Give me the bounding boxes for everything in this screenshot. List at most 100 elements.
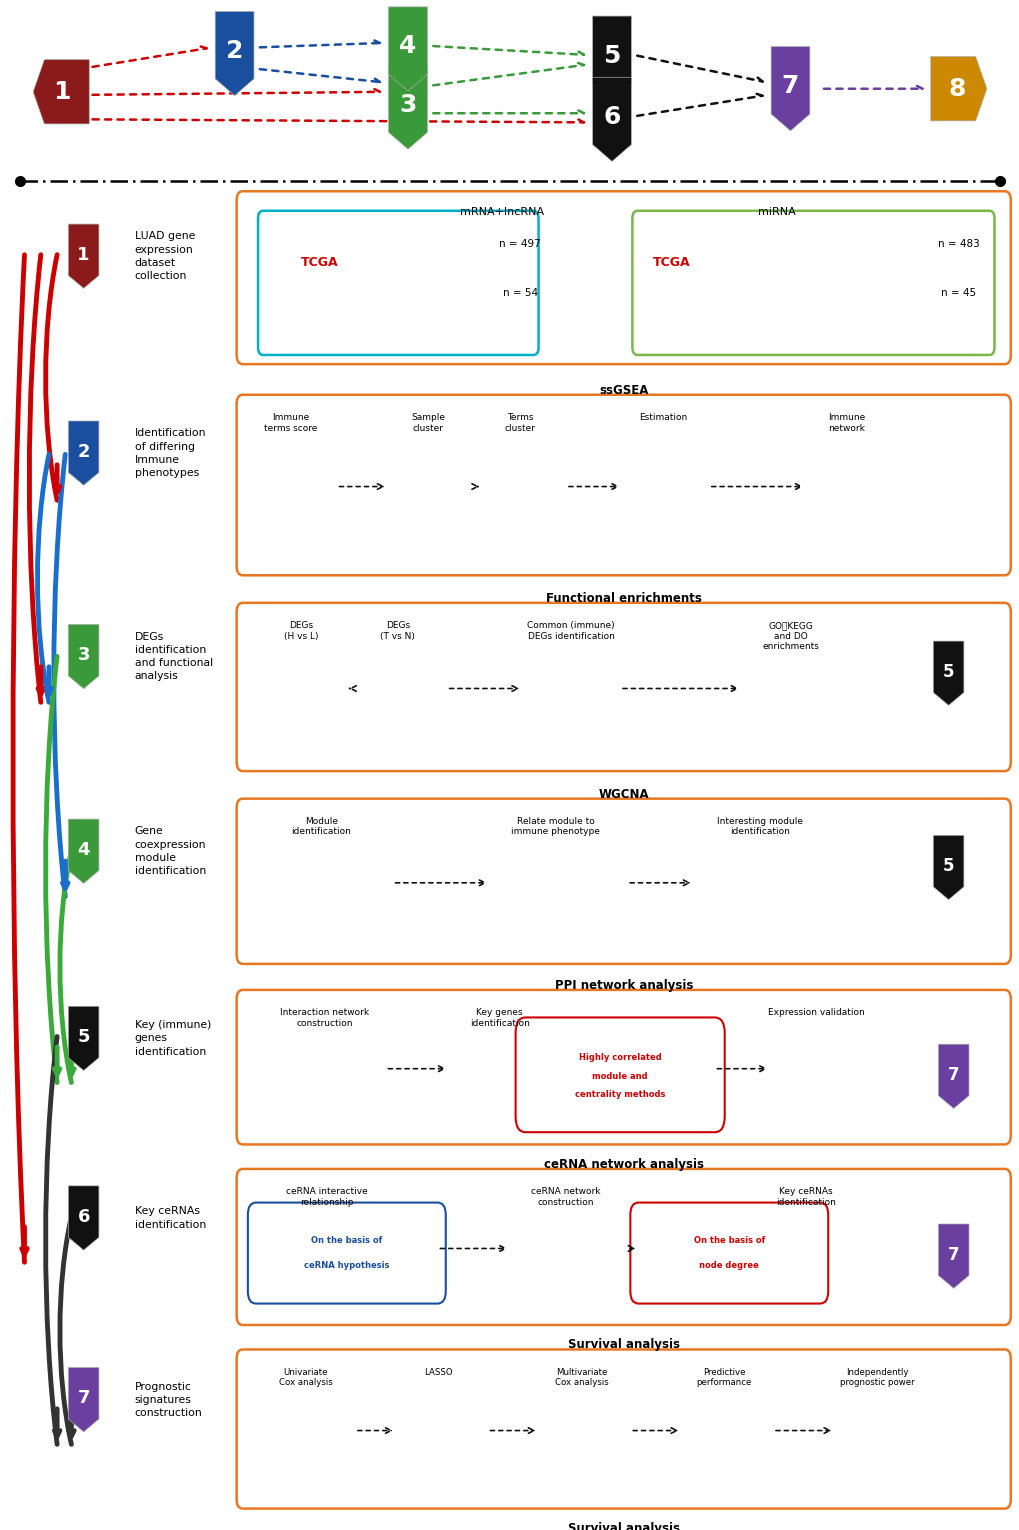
Text: Key genes
identification: Key genes identification xyxy=(470,1008,529,1028)
Text: Univariate
Cox analysis: Univariate Cox analysis xyxy=(279,1368,332,1388)
Text: Common (immune)
DEGs identification: Common (immune) DEGs identification xyxy=(527,621,614,641)
Text: Survival analysis: Survival analysis xyxy=(568,1522,679,1530)
FancyBboxPatch shape xyxy=(258,211,538,355)
FancyBboxPatch shape xyxy=(632,211,994,355)
Text: TCGA: TCGA xyxy=(652,256,690,269)
FancyBboxPatch shape xyxy=(630,1203,827,1304)
Polygon shape xyxy=(592,17,631,101)
Text: ceRNA hypothesis: ceRNA hypothesis xyxy=(304,1261,389,1270)
Polygon shape xyxy=(388,64,427,150)
Text: 5: 5 xyxy=(77,1028,90,1047)
Text: centrality methods: centrality methods xyxy=(575,1091,664,1099)
Text: ceRNA network
construction: ceRNA network construction xyxy=(531,1187,600,1207)
Text: Key ceRNAs
identification: Key ceRNAs identification xyxy=(775,1187,835,1207)
FancyBboxPatch shape xyxy=(236,1169,1010,1325)
Text: Survival analysis: Survival analysis xyxy=(568,1339,679,1351)
Text: TCGA: TCGA xyxy=(301,256,338,269)
Polygon shape xyxy=(68,421,99,485)
Text: mRNA+lncRNA: mRNA+lncRNA xyxy=(460,207,543,217)
Text: 7: 7 xyxy=(77,1389,90,1408)
Polygon shape xyxy=(930,57,986,121)
FancyBboxPatch shape xyxy=(236,990,1010,1144)
Text: 5: 5 xyxy=(602,44,621,67)
Text: 6: 6 xyxy=(77,1207,90,1226)
Text: Identification
of differing
Immune
phenotypes: Identification of differing Immune pheno… xyxy=(135,428,206,477)
Text: node degree: node degree xyxy=(699,1261,758,1270)
Text: miRNA: miRNA xyxy=(757,207,796,217)
Text: DEGs
(H vs L): DEGs (H vs L) xyxy=(283,621,318,641)
FancyBboxPatch shape xyxy=(236,191,1010,364)
Text: Module
identification: Module identification xyxy=(291,817,351,837)
Text: ceRNA interactive
relationship: ceRNA interactive relationship xyxy=(285,1187,367,1207)
Polygon shape xyxy=(68,1007,99,1071)
Text: Relate module to
immune phenotype: Relate module to immune phenotype xyxy=(511,817,600,837)
Text: On the basis of: On the basis of xyxy=(693,1236,764,1245)
Text: n = 497: n = 497 xyxy=(499,239,540,249)
FancyBboxPatch shape xyxy=(236,395,1010,575)
Polygon shape xyxy=(34,60,90,124)
FancyBboxPatch shape xyxy=(236,603,1010,771)
Text: 1: 1 xyxy=(54,80,71,104)
Text: Predictive
performance: Predictive performance xyxy=(696,1368,751,1388)
Text: 7: 7 xyxy=(781,75,799,98)
Text: 1: 1 xyxy=(77,246,90,265)
FancyBboxPatch shape xyxy=(236,1349,1010,1509)
Text: LUAD gene
expression
dataset
collection: LUAD gene expression dataset collection xyxy=(135,231,195,282)
Polygon shape xyxy=(68,819,99,883)
Polygon shape xyxy=(215,12,254,96)
Text: PPI network analysis: PPI network analysis xyxy=(554,979,692,991)
Text: Independently
prognostic power: Independently prognostic power xyxy=(839,1368,914,1388)
Text: 7: 7 xyxy=(947,1066,959,1085)
Polygon shape xyxy=(770,47,809,132)
Text: Interesting module
identification: Interesting module identification xyxy=(716,817,802,837)
Polygon shape xyxy=(68,1186,99,1250)
Text: 8: 8 xyxy=(948,76,965,101)
Text: Multivariate
Cox analysis: Multivariate Cox analysis xyxy=(554,1368,607,1388)
Text: DEGs
identification
and functional
analysis: DEGs identification and functional analy… xyxy=(135,632,213,681)
Text: Highly correlated: Highly correlated xyxy=(578,1054,661,1062)
Polygon shape xyxy=(932,641,963,705)
FancyBboxPatch shape xyxy=(236,799,1010,964)
Text: 4: 4 xyxy=(398,35,417,58)
Text: Immune
terms score: Immune terms score xyxy=(264,413,317,433)
Polygon shape xyxy=(388,8,427,92)
Text: Interaction network
construction: Interaction network construction xyxy=(279,1008,369,1028)
Text: 3: 3 xyxy=(77,646,90,664)
Polygon shape xyxy=(932,835,963,900)
Text: Functional enrichments: Functional enrichments xyxy=(545,592,701,604)
Text: Sample
cluster: Sample cluster xyxy=(411,413,445,433)
Text: 5: 5 xyxy=(942,662,954,681)
Text: 4: 4 xyxy=(77,842,90,858)
Text: Key ceRNAs
identification: Key ceRNAs identification xyxy=(135,1206,206,1230)
Text: Terms
cluster: Terms cluster xyxy=(504,413,535,433)
Text: ssGSEA: ssGSEA xyxy=(598,384,648,396)
Text: 3: 3 xyxy=(398,93,417,116)
Polygon shape xyxy=(68,1368,99,1432)
Text: Key (immune)
genes
identification: Key (immune) genes identification xyxy=(135,1021,211,1057)
Text: Expression validation: Expression validation xyxy=(767,1008,863,1017)
Text: Estimation: Estimation xyxy=(638,413,687,422)
Text: Gene
coexpression
module
identification: Gene coexpression module identification xyxy=(135,826,206,877)
Text: WGCNA: WGCNA xyxy=(598,788,648,800)
Text: LASSO: LASSO xyxy=(424,1368,452,1377)
Text: 5: 5 xyxy=(942,857,954,875)
Text: 2: 2 xyxy=(77,442,90,461)
Text: 7: 7 xyxy=(947,1245,959,1264)
Text: Immune
network: Immune network xyxy=(827,413,864,433)
Text: Prognostic
signatures
construction: Prognostic signatures construction xyxy=(135,1382,202,1418)
Text: n = 45: n = 45 xyxy=(941,288,975,298)
FancyBboxPatch shape xyxy=(248,1203,445,1304)
Text: 2: 2 xyxy=(225,40,244,63)
Polygon shape xyxy=(592,76,631,162)
Text: DEGs
(T vs N): DEGs (T vs N) xyxy=(380,621,415,641)
Polygon shape xyxy=(937,1043,968,1109)
FancyBboxPatch shape xyxy=(516,1017,723,1132)
Polygon shape xyxy=(68,223,99,288)
Text: 6: 6 xyxy=(602,106,621,129)
Polygon shape xyxy=(937,1224,968,1288)
Text: module and: module and xyxy=(592,1073,647,1080)
Text: n = 483: n = 483 xyxy=(937,239,978,249)
Text: ceRNA network analysis: ceRNA network analysis xyxy=(543,1158,703,1170)
Text: GO、KEGG
and DO
enrichments: GO、KEGG and DO enrichments xyxy=(761,621,818,650)
Text: On the basis of: On the basis of xyxy=(311,1236,382,1245)
